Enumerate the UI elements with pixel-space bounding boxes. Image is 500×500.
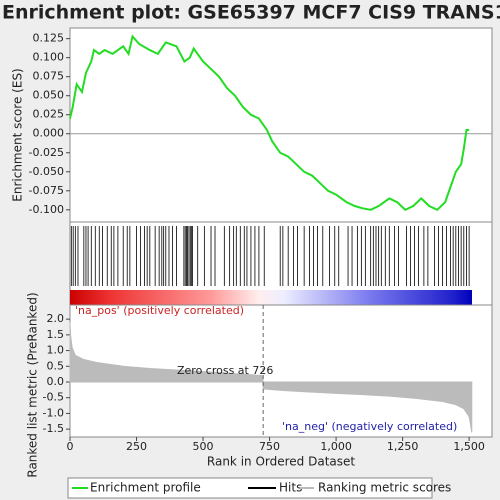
x-axis-label: Rank in Ordered Dataset bbox=[207, 455, 355, 469]
neg-label: 'na_neg' (negatively correlated) bbox=[282, 420, 457, 433]
legend-label: Hits bbox=[279, 481, 302, 495]
y-tick-label: -1.0 bbox=[43, 406, 64, 419]
y-tick-label: -0.050 bbox=[29, 165, 64, 178]
y-tick-label: 0.0 bbox=[47, 375, 65, 388]
legend-label: Ranking metric scores bbox=[318, 481, 451, 495]
es-curve bbox=[69, 34, 470, 212]
y-tick-label: 0.000 bbox=[33, 127, 65, 140]
x-tick-label: 250 bbox=[126, 440, 147, 453]
x-tick-label: 0 bbox=[67, 440, 74, 453]
y-axis-label: Ranked list metric (PreRanked) bbox=[26, 292, 40, 477]
y-tick-label: 1.5 bbox=[47, 328, 65, 341]
x-tick-label: 500 bbox=[193, 440, 214, 453]
y-tick-label: 0.5 bbox=[47, 359, 65, 372]
y-tick-label: -1.5 bbox=[43, 422, 64, 435]
y-tick-label: 0.050 bbox=[33, 89, 65, 102]
y-tick-label: 0.100 bbox=[33, 51, 65, 64]
color-bar bbox=[70, 290, 472, 305]
pos-label: 'na_pos' (positively correlated) bbox=[75, 304, 244, 317]
legend-label: Enrichment profile bbox=[90, 481, 201, 495]
zero-cross-label: Zero cross at 726 bbox=[177, 364, 273, 377]
y-tick-label: 1.0 bbox=[47, 344, 65, 357]
y-tick-label: -0.025 bbox=[29, 146, 64, 159]
y-tick-label: -0.5 bbox=[43, 391, 64, 404]
x-tick-label: 1,500 bbox=[453, 440, 485, 453]
x-tick-label: 1,000 bbox=[320, 440, 352, 453]
x-tick-label: 1,250 bbox=[387, 440, 419, 453]
y-tick-label: -0.075 bbox=[29, 184, 64, 197]
y-tick-label: 0.075 bbox=[33, 70, 65, 83]
y-tick-label: 0.125 bbox=[33, 32, 65, 45]
x-tick-label: 750 bbox=[259, 440, 280, 453]
chart-title: Enrichment plot: GSE65397 MCF7 CIS9 TRAN… bbox=[2, 2, 500, 24]
y-tick-label: -0.100 bbox=[29, 203, 64, 216]
y-tick-label: 0.025 bbox=[33, 108, 65, 121]
es-panel bbox=[69, 27, 493, 223]
y-axis-label: Enrichment score (ES) bbox=[11, 68, 25, 201]
y-tick-label: 2.0 bbox=[47, 312, 65, 325]
